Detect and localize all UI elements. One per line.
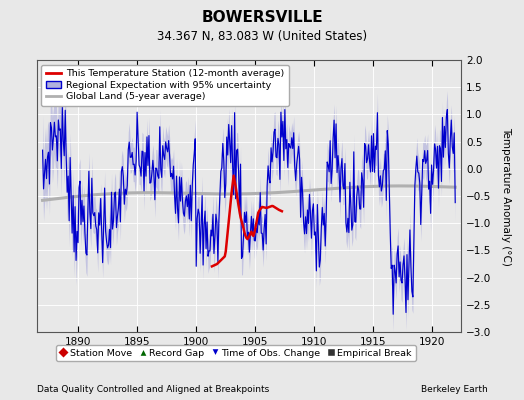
Text: 34.367 N, 83.083 W (United States): 34.367 N, 83.083 W (United States) bbox=[157, 30, 367, 43]
Legend: This Temperature Station (12-month average), Regional Expectation with 95% uncer: This Temperature Station (12-month avera… bbox=[41, 65, 289, 106]
Legend: Station Move, Record Gap, Time of Obs. Change, Empirical Break: Station Move, Record Gap, Time of Obs. C… bbox=[56, 345, 416, 361]
Text: Data Quality Controlled and Aligned at Breakpoints: Data Quality Controlled and Aligned at B… bbox=[37, 385, 269, 394]
Text: BOWERSVILLE: BOWERSVILLE bbox=[201, 10, 323, 25]
Y-axis label: Temperature Anomaly (°C): Temperature Anomaly (°C) bbox=[501, 126, 511, 266]
Text: Berkeley Earth: Berkeley Earth bbox=[421, 385, 487, 394]
